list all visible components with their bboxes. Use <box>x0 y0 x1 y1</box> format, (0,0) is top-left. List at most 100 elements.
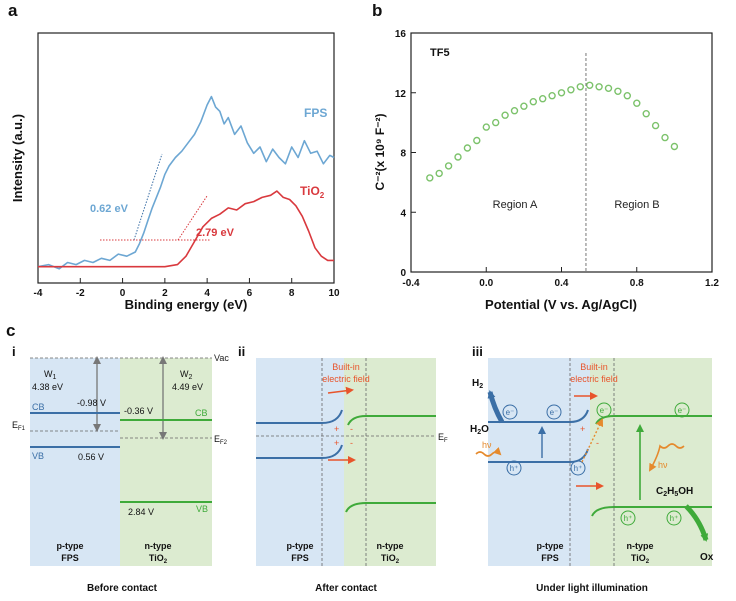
tio2-legend-label: TiO2 <box>300 184 325 200</box>
mott-schottky-point <box>651 121 660 130</box>
panel-b-points <box>426 81 679 182</box>
fps-vb-label: VB <box>32 451 44 461</box>
oxidation-arrow <box>684 504 709 542</box>
minus-sign-ii: - <box>350 424 353 434</box>
electron-fps-1-label: e⁻ <box>506 408 515 417</box>
hole-tio2-1-label: h⁺ <box>624 514 633 523</box>
ef1-label: EF1 <box>12 420 26 432</box>
hole-fps-2 <box>570 460 586 476</box>
h2o-label: H2O <box>470 424 489 436</box>
hv-label-right: hν <box>658 460 668 470</box>
panel-a-chart: -4 -2 0 2 4 6 8 10 FPS TiO2 0.62 eV 2.79 eV Bin… <box>10 32 340 312</box>
electron-tio2-1-label: e⁻ <box>600 406 609 415</box>
tio2-cb-label: CB <box>195 408 208 418</box>
panel-b-ytick-label: 4 <box>400 208 406 219</box>
panel-a-xtick-label: 8 <box>289 288 295 299</box>
panel-a-series <box>37 95 335 270</box>
minus-sign-iii: - <box>596 438 599 448</box>
mott-schottky-point <box>567 86 575 94</box>
fps-spectrum-line <box>37 95 335 270</box>
fps-cb-label: CB <box>32 402 45 412</box>
field-label-2-iii: electric field <box>570 374 618 384</box>
fps-name-label: FPS <box>61 553 79 563</box>
light-wave-left <box>475 446 502 457</box>
panel-b-ytick-label: 8 <box>400 149 406 160</box>
panel-b-title: TF5 <box>430 47 450 59</box>
panel-b-ytick-label: 12 <box>395 89 407 100</box>
electron-fps-2 <box>546 404 562 420</box>
w1-label: W1 <box>44 369 57 381</box>
fps-vb-bent-iii <box>488 448 589 463</box>
plus-sign-iii: + <box>580 424 585 434</box>
mott-schottky-point <box>501 111 509 119</box>
plus-sign-ii: + <box>334 424 339 434</box>
mott-schottky-point <box>444 162 453 170</box>
region-a-label: Region A <box>493 199 538 211</box>
fps-onset-tangent <box>133 153 163 241</box>
fps-name-label-iii: FPS <box>541 553 559 563</box>
tio2-cb-bent-ii <box>347 415 436 426</box>
w1-value: 4.38 eV <box>32 382 63 392</box>
panel-a-xtick-label: 4 <box>204 288 210 299</box>
panel-a-xtick-label: 2 <box>162 288 168 299</box>
panel-a-ylabel: Intensity (a.u.) <box>10 114 25 202</box>
tio2-region-bg-iii <box>590 358 712 566</box>
tio2-vb-potential: 2.84 V <box>128 507 154 517</box>
panel-b-ylabel: C⁻²(x 10⁹ F⁻²) <box>373 113 387 190</box>
fps-region-bg <box>30 358 120 566</box>
w2-label: W2 <box>180 369 193 381</box>
mott-schottky-point <box>539 94 547 103</box>
fps-type-label-ii: p-type <box>287 541 314 551</box>
mott-schottky-point <box>586 81 594 90</box>
ox-label: Ox <box>700 552 714 563</box>
panel-a-xlabel: Binding energy (eV) <box>125 297 248 312</box>
fps-cb-bent-ii <box>256 409 343 424</box>
tio2-vb-bent-ii <box>345 502 436 513</box>
mott-schottky-point <box>426 174 434 182</box>
panel-b-xlabel: Potential (V vs. Ag/AgCl) <box>485 297 637 312</box>
light-wave-right <box>649 443 685 472</box>
electron-tio2-2 <box>674 402 690 418</box>
mott-schottky-point <box>473 136 481 145</box>
w2-value: 4.49 eV <box>172 382 203 392</box>
panel-c-i-caption: Before contact <box>87 583 158 594</box>
mott-schottky-point <box>604 84 613 93</box>
electron-tio2-1 <box>596 402 612 418</box>
panel-a-x-ticks: -4 -2 0 2 4 6 8 10 <box>34 278 340 299</box>
panel-a-label: a <box>8 1 18 20</box>
ethanol-label: C2H5OH <box>656 486 693 498</box>
tio2-vb-bent-iii <box>591 506 712 517</box>
panel-b-frame <box>410 32 713 273</box>
panel-c-ii-label: ii <box>238 344 245 359</box>
panel-b-ticks: -0.4 0.0 0.4 0.8 1.2 0 4 8 12 16 <box>395 29 720 289</box>
mott-schottky-point <box>520 102 528 110</box>
fps-region-bg-ii <box>256 358 344 566</box>
fps-vb-potential: 0.56 V <box>78 452 104 462</box>
mott-schottky-point <box>463 144 472 152</box>
fps-legend-label: FPS <box>304 106 327 120</box>
minus-sign-ii-b: - <box>350 438 353 448</box>
tio2-name-label-iii: TiO2 <box>631 553 650 565</box>
fps-name-label-ii: FPS <box>291 553 309 563</box>
panel-b-xtick-label: -0.4 <box>402 278 420 289</box>
region-b-label: Region B <box>614 199 659 211</box>
hole-tio2-2-label: h⁺ <box>670 514 679 523</box>
tio2-type-label-ii: n-type <box>377 541 404 551</box>
panel-c-i: i Vac W1 4.38 eV W2 4.49 eV CB -0.98 V E… <box>12 344 229 594</box>
panel-b-xtick-label: 0.8 <box>630 278 644 289</box>
mott-schottky-point <box>661 133 669 142</box>
mott-schottky-point <box>557 89 566 97</box>
panel-c-iii: iii Built-in electric field H2 H2O hν e⁻… <box>470 344 714 594</box>
tio2-gap-annotation: 2.79 eV <box>196 227 235 239</box>
panel-a-xtick-label: -2 <box>76 288 85 299</box>
panel-c-label: c <box>6 321 15 340</box>
fps-vb-bent-ii <box>256 444 343 459</box>
tio2-type-label-iii: n-type <box>627 541 654 551</box>
panel-a-xtick-label: -4 <box>34 288 43 299</box>
fps-cb-bent-iii <box>488 409 589 423</box>
tio2-name-label: TiO2 <box>149 553 168 565</box>
mott-schottky-point <box>633 99 641 107</box>
hole-fps-1 <box>506 460 522 476</box>
h2-label: H2 <box>472 378 483 390</box>
